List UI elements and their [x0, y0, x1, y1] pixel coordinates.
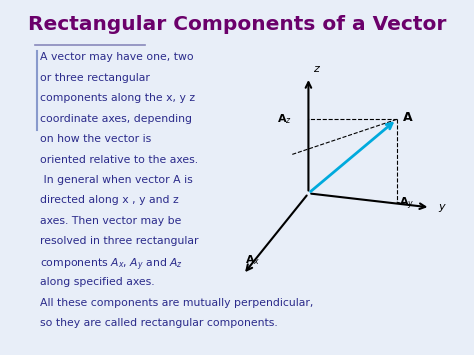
Text: oriented relative to the axes.: oriented relative to the axes. — [39, 155, 198, 165]
Text: A: A — [403, 111, 412, 124]
Text: z: z — [313, 64, 319, 73]
Text: coordinate axes, depending: coordinate axes, depending — [39, 114, 191, 124]
Text: axes. Then vector may be: axes. Then vector may be — [39, 216, 181, 226]
Text: In general when vector A is: In general when vector A is — [39, 175, 192, 185]
Text: All these components are mutually perpendicular,: All these components are mutually perpen… — [39, 297, 313, 308]
Text: on how the vector is: on how the vector is — [39, 134, 151, 144]
Text: $\mathbf{A}_z$: $\mathbf{A}_z$ — [277, 113, 292, 126]
Text: $\mathbf{A}_x$: $\mathbf{A}_x$ — [245, 253, 260, 267]
Text: components $A_x$, $A_y$ and $A_z$: components $A_x$, $A_y$ and $A_z$ — [39, 257, 182, 273]
Text: so they are called rectangular components.: so they are called rectangular component… — [39, 318, 277, 328]
Text: A vector may have one, two: A vector may have one, two — [39, 53, 193, 62]
Text: along specified axes.: along specified axes. — [39, 277, 154, 287]
Text: directed along x , y and z: directed along x , y and z — [39, 196, 178, 206]
Text: y: y — [438, 202, 445, 212]
Text: or three rectangular: or three rectangular — [39, 73, 149, 83]
Text: $\mathbf{A}_y$: $\mathbf{A}_y$ — [400, 195, 415, 212]
Text: resolved in three rectangular: resolved in three rectangular — [39, 236, 198, 246]
Text: Rectangular Components of a Vector: Rectangular Components of a Vector — [28, 16, 446, 34]
Text: components along the x, y z: components along the x, y z — [39, 93, 195, 103]
